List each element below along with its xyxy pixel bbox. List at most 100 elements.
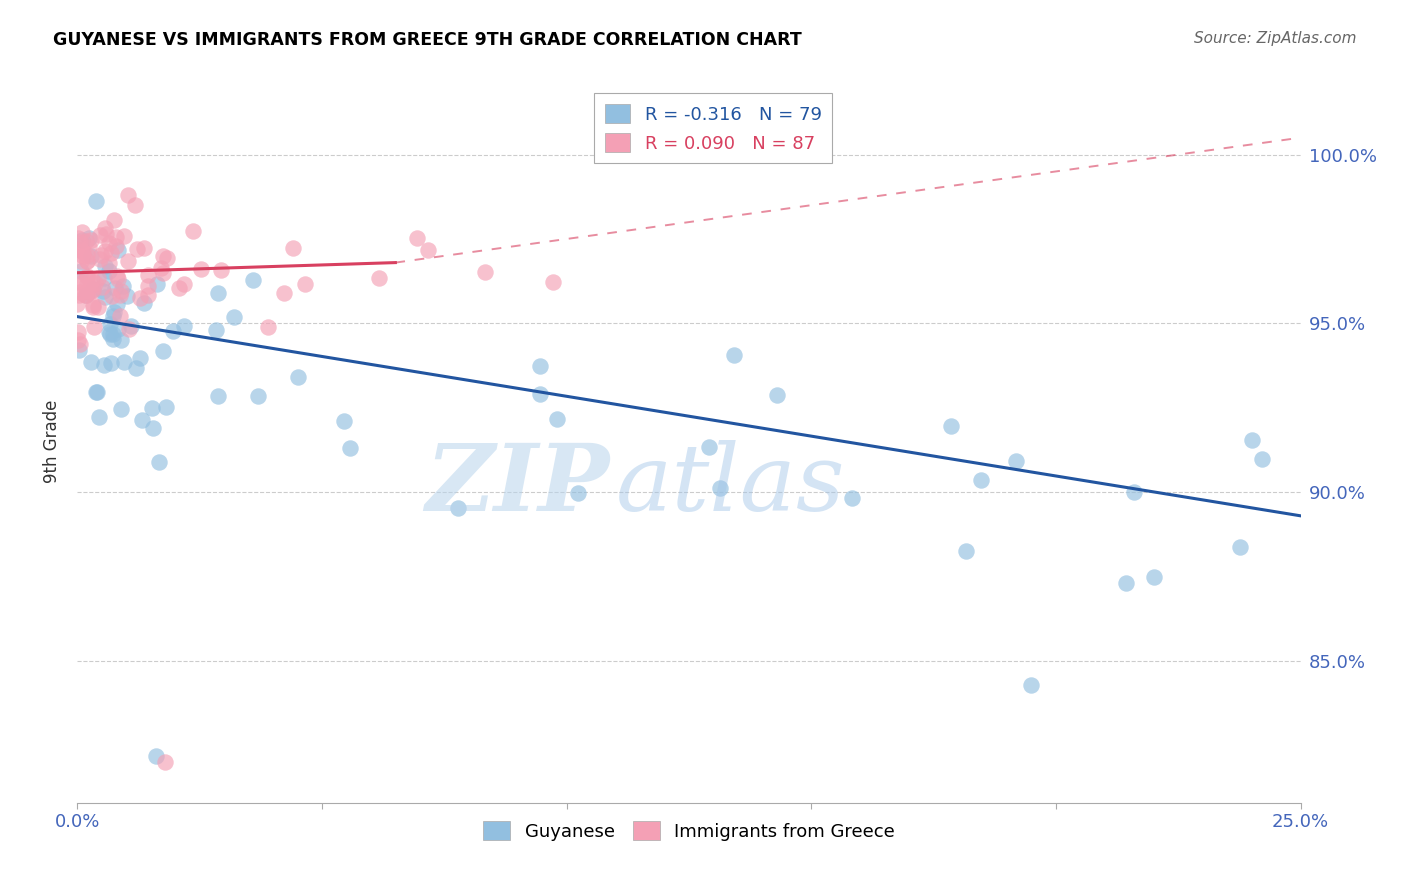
Point — [152, 249, 174, 263]
Point — [76, 277, 98, 291]
Point — [80, 249, 103, 263]
Point — [699, 440, 721, 454]
Point — [84, 384, 107, 399]
Text: Source: ZipAtlas.com: Source: ZipAtlas.com — [1194, 31, 1357, 46]
Point — [101, 289, 124, 303]
Point — [67, 343, 90, 357]
Point — [80, 354, 103, 368]
Point — [112, 229, 135, 244]
Point — [100, 356, 122, 370]
Point — [125, 242, 148, 256]
Point — [115, 289, 138, 303]
Point — [98, 326, 121, 341]
Point — [136, 268, 159, 282]
Point — [132, 241, 155, 255]
Point — [406, 231, 429, 245]
Point — [546, 412, 568, 426]
Point — [77, 231, 100, 245]
Point — [87, 271, 110, 285]
Point — [150, 261, 173, 276]
Point — [98, 236, 121, 251]
Point — [76, 253, 98, 268]
Point — [98, 256, 121, 270]
Point — [91, 284, 114, 298]
Point — [173, 277, 195, 292]
Point — [89, 228, 111, 243]
Point — [105, 238, 128, 252]
Point — [145, 277, 167, 291]
Point — [105, 297, 128, 311]
Point — [80, 273, 103, 287]
Point — [124, 198, 146, 212]
Point — [190, 261, 212, 276]
Point — [169, 281, 191, 295]
Point — [1251, 451, 1274, 466]
Point — [72, 245, 94, 260]
Point — [93, 221, 115, 235]
Point — [89, 409, 111, 424]
Point — [76, 254, 98, 268]
Point — [474, 265, 496, 279]
Point — [110, 333, 132, 347]
Point — [148, 455, 170, 469]
Point — [118, 322, 141, 336]
Text: ZIP: ZIP — [425, 440, 609, 530]
Point — [67, 333, 90, 347]
Point — [90, 280, 112, 294]
Point — [1229, 540, 1251, 554]
Point — [152, 266, 174, 280]
Point — [76, 284, 98, 298]
Point — [273, 285, 295, 300]
Point — [66, 231, 89, 245]
Point — [107, 271, 129, 285]
Point — [70, 276, 93, 290]
Point — [82, 298, 104, 312]
Point — [83, 319, 105, 334]
Point — [1122, 484, 1144, 499]
Point — [141, 401, 163, 416]
Point — [103, 305, 125, 319]
Point — [247, 388, 270, 402]
Point — [76, 269, 98, 284]
Point — [841, 491, 863, 505]
Point — [66, 297, 89, 311]
Point — [98, 317, 121, 331]
Point — [84, 194, 107, 209]
Point — [368, 271, 391, 285]
Point — [80, 284, 103, 298]
Point — [1021, 678, 1043, 692]
Point — [108, 288, 131, 302]
Point — [294, 277, 316, 291]
Point — [87, 301, 110, 315]
Point — [77, 285, 100, 299]
Y-axis label: 9th Grade: 9th Grade — [44, 400, 62, 483]
Point — [257, 320, 280, 334]
Point — [155, 756, 177, 770]
Point — [136, 278, 159, 293]
Point — [70, 234, 93, 248]
Point — [103, 212, 125, 227]
Point — [89, 252, 111, 266]
Point — [969, 473, 991, 487]
Point — [125, 361, 148, 376]
Point — [129, 291, 152, 305]
Point — [67, 274, 90, 288]
Point — [941, 418, 963, 433]
Point — [103, 332, 125, 346]
Point — [529, 359, 551, 373]
Point — [70, 254, 93, 268]
Point — [90, 247, 112, 261]
Point — [209, 263, 232, 277]
Point — [112, 355, 135, 369]
Point — [79, 240, 101, 254]
Point — [131, 413, 153, 427]
Point — [72, 249, 94, 263]
Point — [107, 243, 129, 257]
Point — [107, 322, 129, 336]
Point — [1005, 454, 1028, 468]
Point — [104, 281, 127, 295]
Legend: Guyanese, Immigrants from Greece: Guyanese, Immigrants from Greece — [475, 814, 903, 848]
Point — [86, 384, 108, 399]
Point — [142, 421, 165, 435]
Point — [155, 400, 177, 414]
